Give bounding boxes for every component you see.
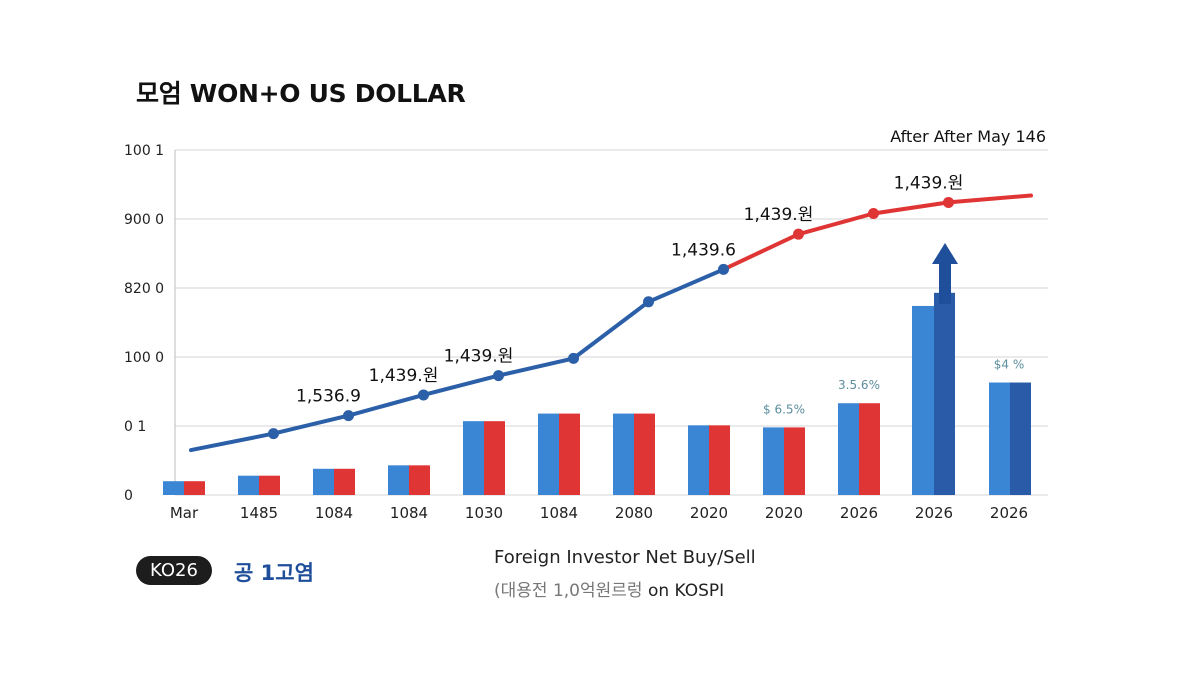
chart-subtitle-line2: (대용전 1,0억원르렁 on KOSPI — [494, 576, 724, 601]
bar-blue — [538, 413, 559, 495]
x-tick-label: 1030 — [465, 504, 503, 522]
line-point — [643, 296, 654, 308]
bar-red — [859, 403, 880, 495]
line-point — [493, 370, 504, 382]
y-tick-label: 0 1 — [124, 419, 146, 435]
point-labels: 1,536.91,439.원1,439.원1,439.61,439.원1,439… — [296, 173, 963, 406]
bar-blue — [613, 413, 634, 495]
status-badge: KO26 — [136, 556, 212, 585]
point-value-label: 1,536.9 — [296, 387, 361, 407]
point-value-label: 1,439.원 — [744, 205, 814, 225]
bar-red — [409, 465, 430, 495]
bar-red — [259, 475, 280, 495]
point-value-label: 1,439.원 — [444, 347, 514, 367]
x-tick-label: 2020 — [765, 504, 803, 522]
bar-blue — [838, 403, 859, 495]
x-axis-ticks: Mar 1485 1084 1084 1030 1084 2080 2020 2020 2026 2… — [170, 504, 1028, 522]
bar-red — [784, 427, 805, 495]
y-axis-ticks: 0 0 1 100 0 820 0 900 0 100 1 — [124, 143, 164, 504]
line-series — [189, 193, 1033, 453]
chart-note: After After May 146 — [890, 127, 1046, 146]
chart-subtitle: Foreign Investor Net Buy/Sell — [494, 547, 756, 568]
x-tick-label: 1084 — [540, 504, 578, 522]
bar-series — [163, 292, 1031, 495]
x-tick-label: 2080 — [615, 504, 653, 522]
point-value-label: 1,439.원 — [894, 173, 964, 193]
bar-blue — [989, 382, 1010, 495]
bar-red — [1010, 382, 1031, 495]
x-tick-label: 1084 — [390, 504, 428, 522]
x-tick-label: 2020 — [690, 504, 728, 522]
bar-value-label: $4 % — [994, 358, 1025, 372]
line-point — [268, 428, 279, 440]
bar-blue — [313, 468, 334, 495]
x-tick-label: 2026 — [915, 504, 953, 522]
y-tick-label: 900 0 — [124, 212, 164, 228]
line-point — [418, 389, 429, 401]
bar-labels: $ 6.5% 3.5.6% $4 % — [763, 358, 1024, 417]
bar-red — [709, 425, 730, 495]
y-tick-label: 100 1 — [124, 143, 164, 159]
bar-blue — [463, 421, 484, 495]
bar-red — [934, 292, 955, 495]
up-arrow-icon — [932, 243, 958, 304]
bar-value-label: $ 6.5% — [763, 402, 805, 416]
bar-blue — [688, 425, 709, 495]
bar-blue — [912, 305, 934, 495]
point-value-label: 1,439.6 — [671, 240, 736, 260]
bar-red — [184, 481, 205, 495]
x-tick-label: Mar — [170, 504, 199, 522]
bar-red — [484, 421, 505, 495]
line-point — [868, 207, 879, 219]
x-tick-label: 1485 — [240, 504, 278, 522]
line-point — [568, 352, 579, 364]
x-tick-label: 2026 — [990, 504, 1028, 522]
line-segment-blue — [189, 267, 726, 453]
point-value-label: 1,439.원 — [369, 366, 439, 386]
bar-blue — [388, 465, 409, 495]
y-tick-label: 0 — [124, 488, 133, 504]
line-point — [943, 196, 954, 208]
bar-blue — [763, 427, 784, 495]
x-tick-label: 1084 — [315, 504, 353, 522]
subtitle-prefix: (대용전 1,0억원르렁 — [494, 581, 643, 601]
line-point — [343, 410, 354, 422]
line-point — [718, 263, 729, 275]
bar-blue — [163, 481, 184, 495]
bar-red — [334, 468, 355, 495]
badge-label: 공 1고염 — [234, 561, 314, 585]
bar-red — [634, 413, 655, 495]
line-point — [793, 228, 804, 240]
y-tick-label: 100 0 — [124, 350, 164, 366]
grid-lines — [174, 149, 1048, 496]
arrow-head — [932, 243, 958, 264]
y-tick-label: 820 0 — [124, 281, 164, 297]
x-tick-label: 2026 — [840, 504, 878, 522]
chart-title: 모엄 WON+O US DOLLAR — [136, 79, 466, 108]
arrow-shaft — [939, 262, 951, 304]
bar-value-label: 3.5.6% — [838, 378, 880, 392]
subtitle-suffix: on KOSPI — [642, 581, 725, 601]
bar-blue — [238, 475, 259, 495]
bar-red — [559, 413, 580, 495]
